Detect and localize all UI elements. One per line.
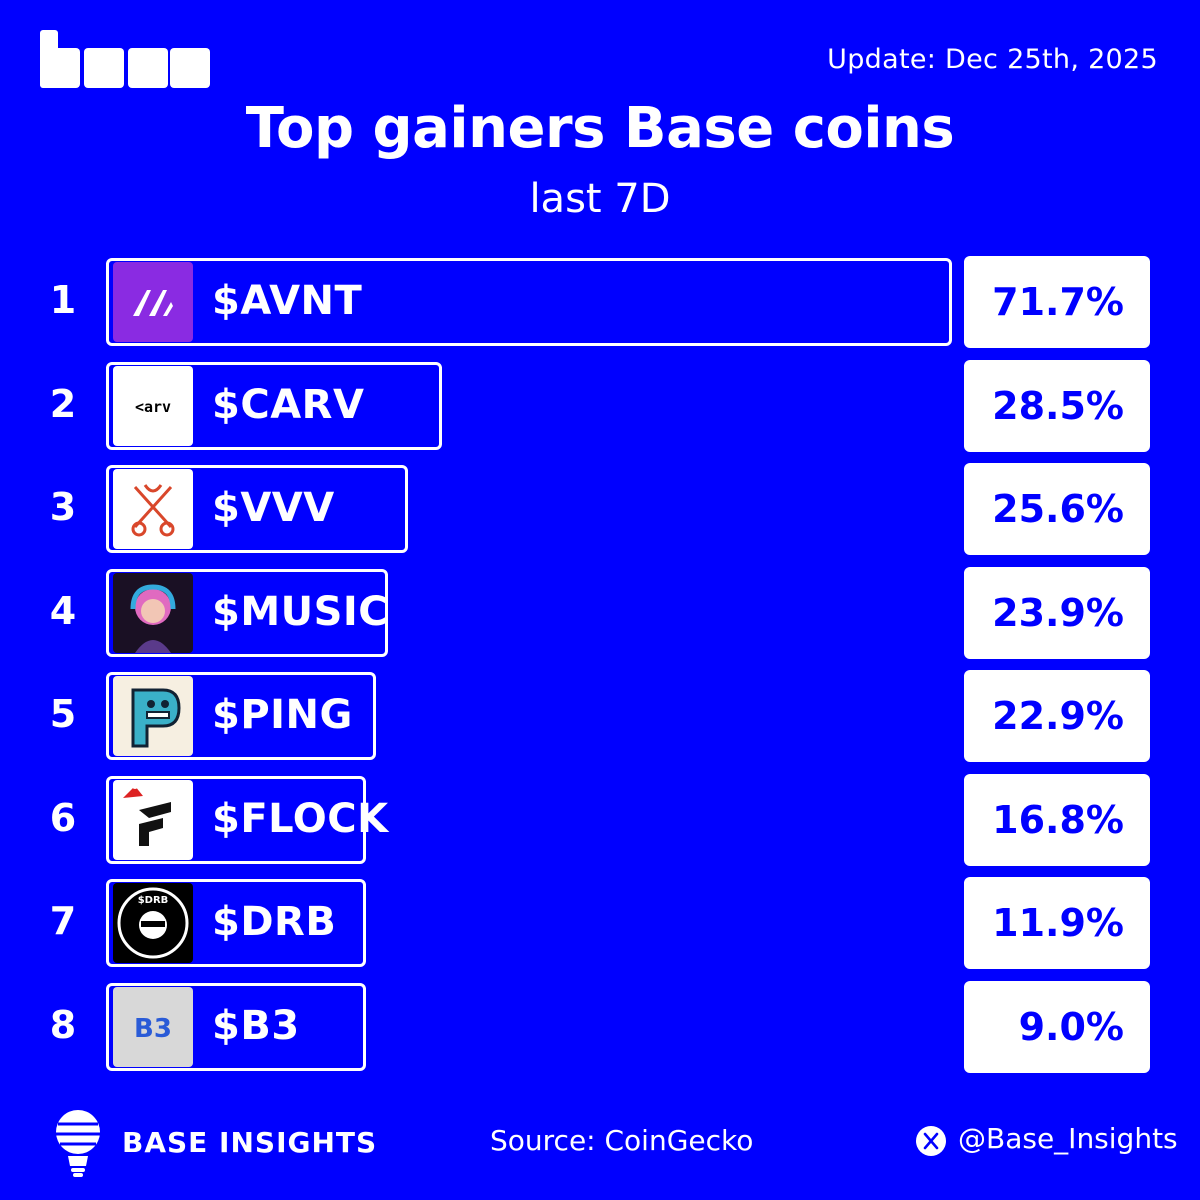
- coin-label: $FLOCK: [212, 795, 389, 842]
- drb-icon: $DRB: [113, 883, 193, 963]
- lightbulb-globe-icon: [56, 1110, 100, 1177]
- music-icon: [113, 572, 193, 653]
- svg-text:<arv: <arv: [135, 398, 171, 416]
- rank-number: 7: [49, 899, 77, 943]
- coin-label: $PING: [212, 692, 353, 738]
- ping-icon: [113, 676, 193, 756]
- coin-label: $MUSIC: [212, 588, 389, 635]
- bar: [106, 982, 366, 1071]
- value-box: 25.6%: [964, 463, 1150, 555]
- social-handle: @Base_Insights: [958, 1122, 1178, 1155]
- bar: [106, 361, 442, 450]
- bar: [106, 258, 952, 346]
- rank-number: 4: [49, 588, 77, 633]
- coin-label: $B3: [212, 1002, 300, 1049]
- rank-number: 1: [49, 278, 77, 322]
- flock-icon: [113, 779, 193, 860]
- value-box: 16.8%: [964, 773, 1150, 866]
- bar: [106, 672, 376, 760]
- b3-icon: B3: [113, 986, 193, 1067]
- value-box: 23.9%: [964, 566, 1150, 659]
- base-logo: [40, 30, 210, 88]
- value-label: 11.9%: [992, 901, 1124, 945]
- avnt-icon: [113, 262, 193, 342]
- value-box: 71.7%: [964, 256, 1150, 348]
- value-box: 22.9%: [964, 670, 1150, 762]
- brand-name: BASE INSIGHTS: [122, 1126, 378, 1159]
- value-label: 28.5%: [992, 383, 1124, 428]
- value-label: 22.9%: [992, 694, 1124, 738]
- svg-text:$DRB: $DRB: [138, 895, 169, 906]
- value-box: 9.0%: [964, 980, 1150, 1073]
- bar: [106, 465, 408, 553]
- value-label: 25.6%: [992, 487, 1124, 531]
- value-label: 16.8%: [992, 797, 1124, 842]
- rank-number: 2: [49, 381, 77, 426]
- carv-icon: <arv: [113, 365, 193, 446]
- coin-label: $DRB: [212, 899, 337, 945]
- coin-label: $VVV: [212, 485, 335, 531]
- x-logo-icon: [916, 1126, 946, 1156]
- rank-number: 5: [49, 692, 77, 736]
- chart-title: Top gainers Base coins: [245, 96, 955, 161]
- coin-label: $AVNT: [212, 278, 363, 324]
- update-date: Update: Dec 25th, 2025: [827, 44, 1158, 75]
- value-box: 11.9%: [964, 877, 1150, 969]
- vvv-icon: [113, 469, 193, 549]
- coin-label: $CARV: [212, 381, 365, 428]
- rank-number: 8: [49, 1002, 77, 1047]
- value-box: 28.5%: [964, 359, 1150, 452]
- bar: [106, 879, 366, 967]
- value-label: 71.7%: [992, 280, 1124, 324]
- rank-number: 6: [49, 795, 77, 840]
- bar: [106, 775, 366, 864]
- value-label: 23.9%: [992, 590, 1124, 635]
- bar: [106, 568, 388, 657]
- svg-text:B3: B3: [134, 1014, 172, 1044]
- chart-subtitle: last 7D: [529, 176, 671, 222]
- source-credit: Source: CoinGecko: [490, 1124, 754, 1157]
- rank-number: 3: [49, 485, 77, 529]
- value-label: 9.0%: [1018, 1004, 1124, 1049]
